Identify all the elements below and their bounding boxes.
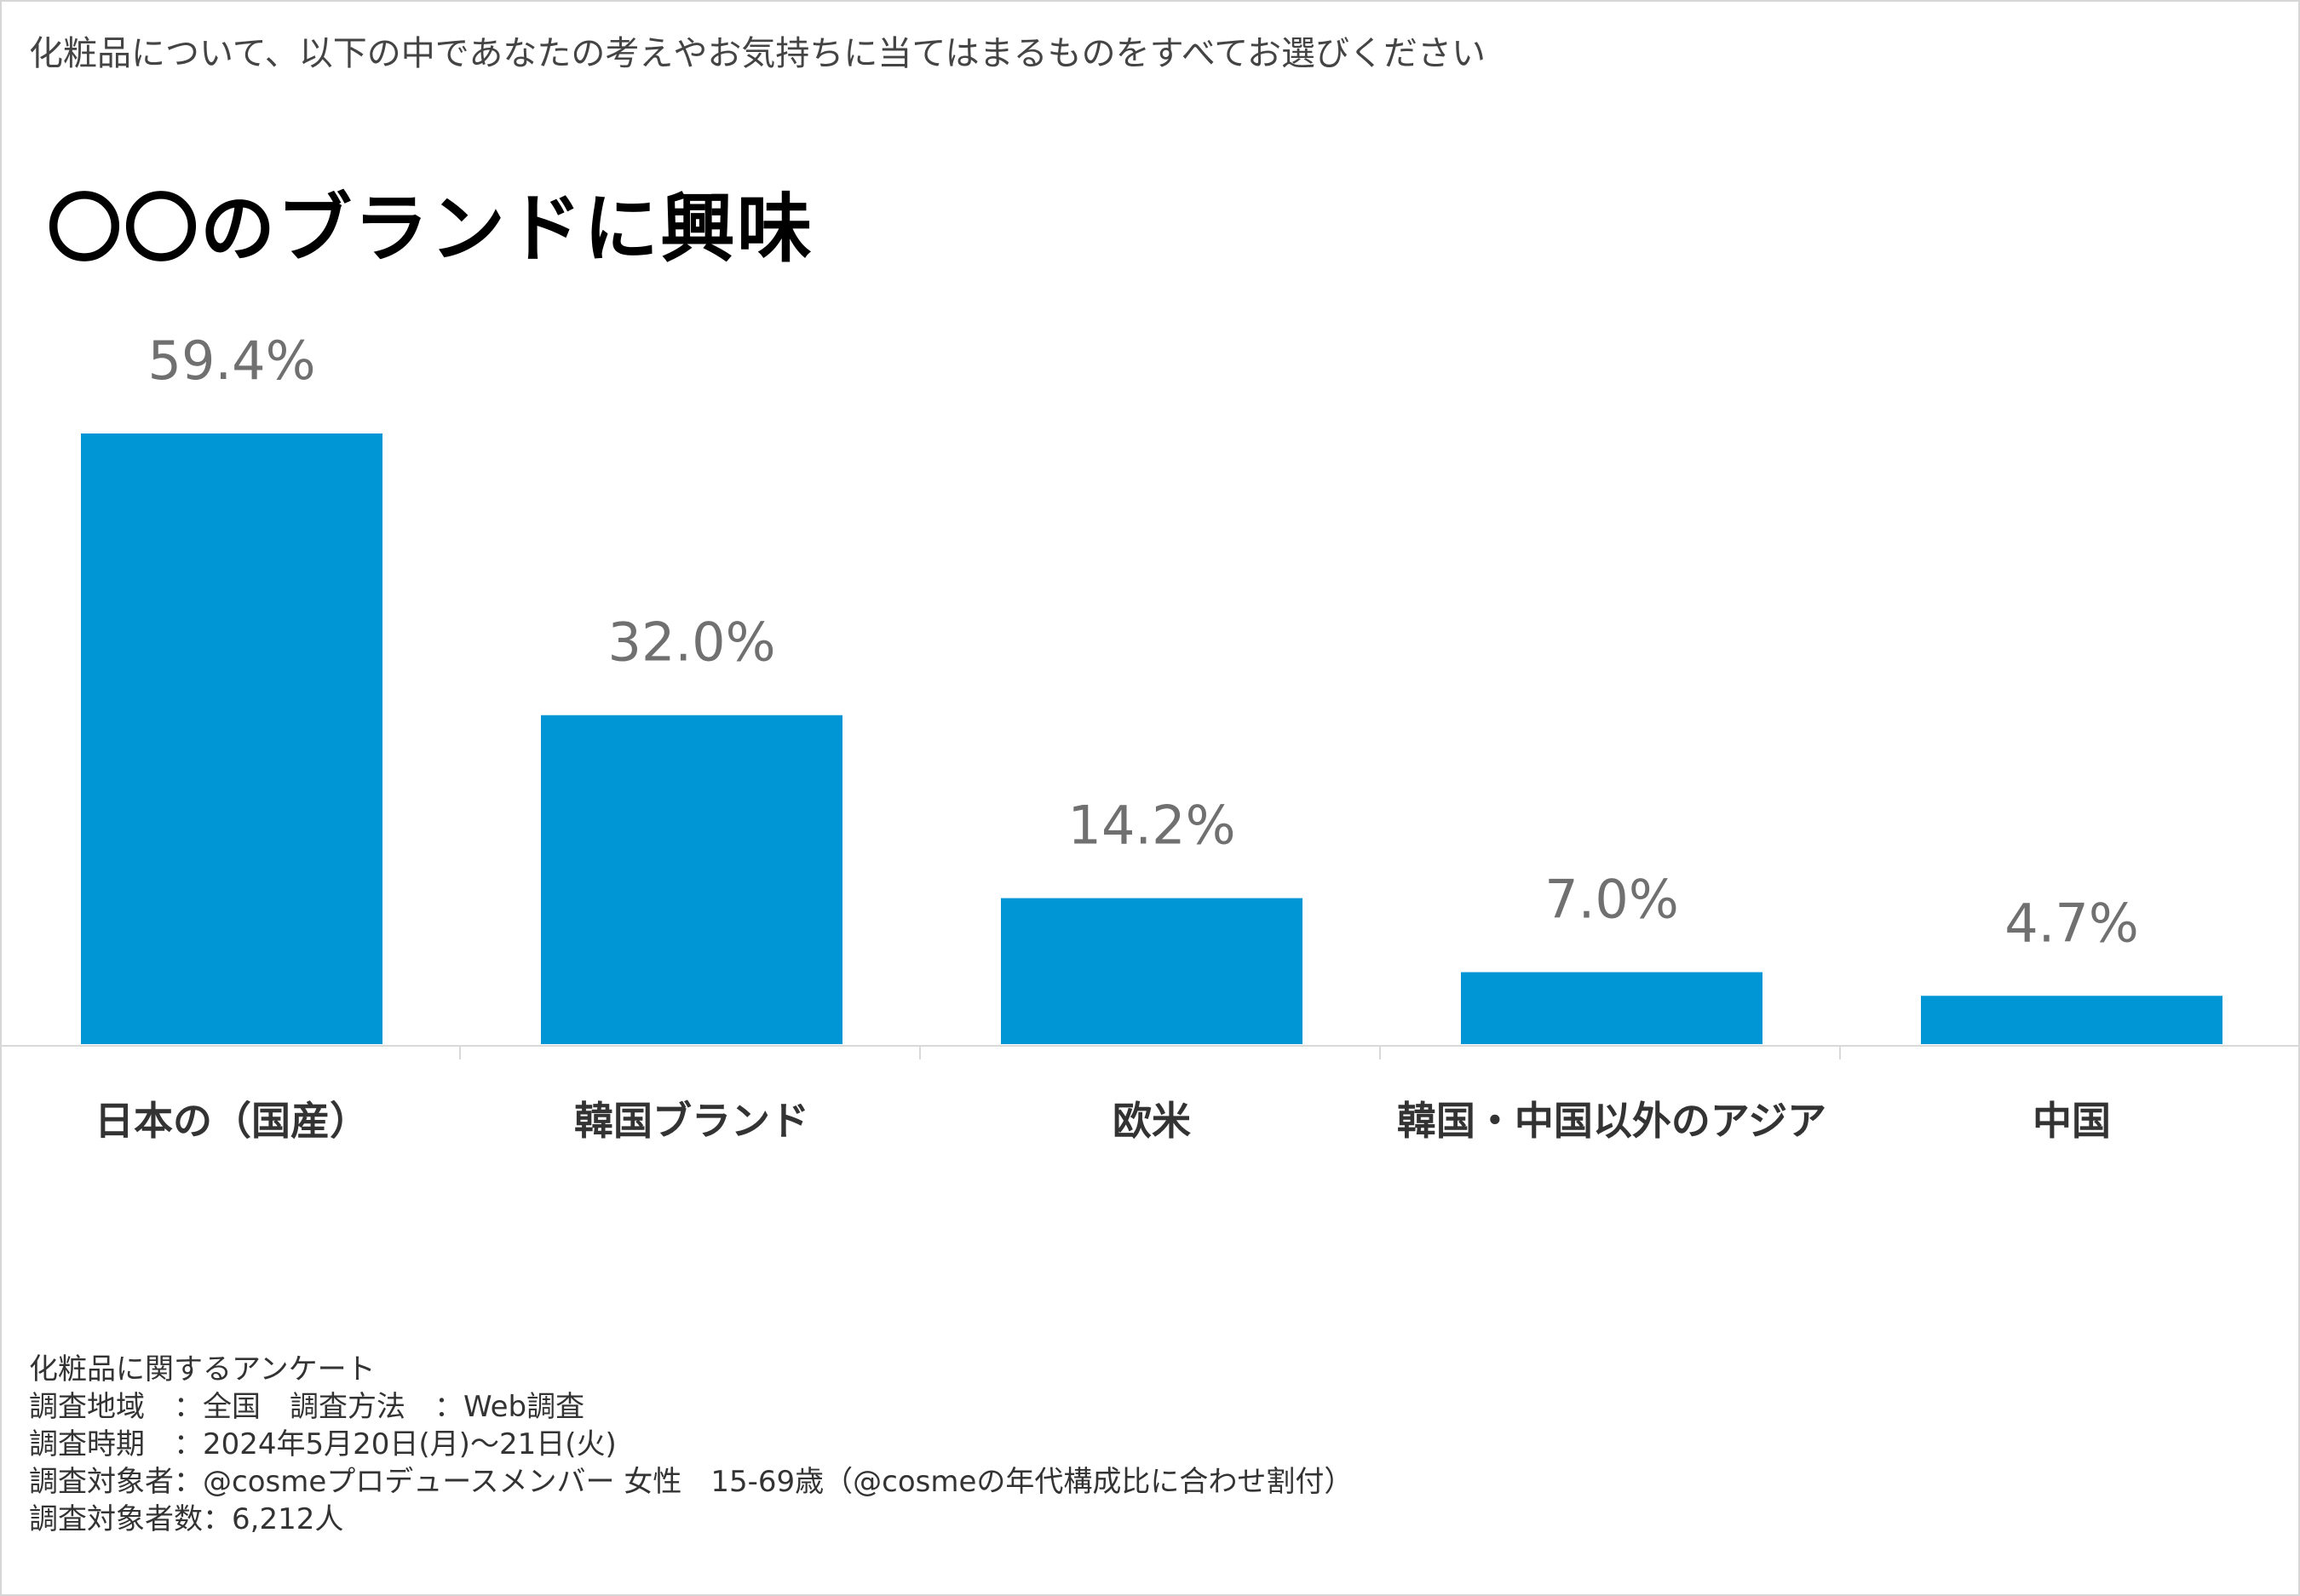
bar <box>81 433 382 1044</box>
data-label: 7.0% <box>1544 869 1679 931</box>
survey-area-method: 調査地域 ：全国 調査方法 ：Web調査 <box>29 1390 585 1424</box>
data-label: 14.2% <box>1068 795 1236 857</box>
survey-question: 化粧品について、以下の中であなたの考えやお気持ちに当てはまるものをすべてお選びく… <box>29 34 1486 73</box>
bar <box>1921 996 2222 1044</box>
bar <box>1001 898 1302 1044</box>
survey-notes: 化粧品に関するアンケート 調査地域 ：全国 調査方法 ：Web調査 調査時期 ：… <box>29 1351 1354 1538</box>
category-label: 欧米 <box>1113 1098 1191 1144</box>
survey-target: 調査対象者：@cosmeプロデュースメンバー 女性 15-69歳（@cosmeの… <box>29 1465 1354 1499</box>
data-label: 59.4% <box>148 330 316 392</box>
data-label: 32.0% <box>608 611 776 674</box>
bar <box>541 715 842 1044</box>
survey-name: 化粧品に関するアンケート <box>29 1352 376 1386</box>
category-label: 日本の（国産） <box>95 1098 369 1144</box>
data-label: 4.7% <box>2004 892 2139 954</box>
bars-layer: 59.4% 日本の（国産） 32.0% 韓国ブランド 14.2% 欧米 7.0% 韓国・中国以… <box>0 330 2300 1144</box>
survey-count: 調査対象者数：6,212人 <box>29 1502 344 1536</box>
category-label: 韓国ブランド <box>574 1098 809 1144</box>
category-label: 中国 <box>2033 1098 2111 1144</box>
chart-title: 〇〇のブランドに興味 <box>47 185 814 273</box>
category-label: 韓国・中国以外のアジア <box>1397 1098 1826 1144</box>
survey-period: 調査時期 ：2024年5月20日(月)～21日(火) <box>29 1427 617 1461</box>
bar <box>1461 972 1762 1044</box>
